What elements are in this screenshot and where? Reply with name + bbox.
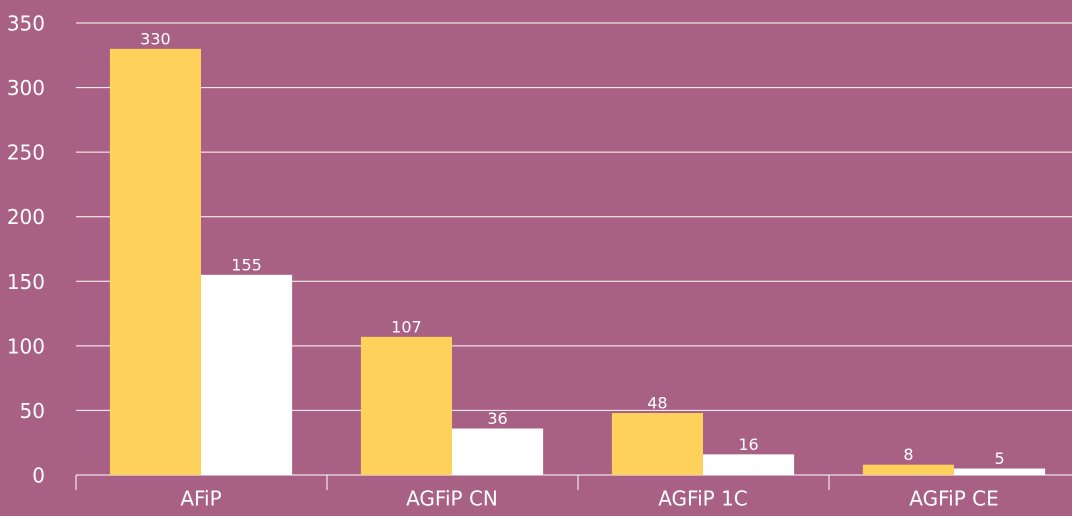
y-tick-label: 150 [7,270,45,294]
x-tick-label: AFiP [180,487,221,511]
value-label: 5 [994,449,1004,468]
value-label: 8 [903,445,913,464]
value-label: 330 [140,29,171,48]
bar [953,468,1046,475]
x-tick-label: AGFiP CN [406,487,498,511]
y-tick-label: 350 [7,12,45,36]
y-tick-label: 200 [7,205,45,229]
value-label: 155 [231,255,262,274]
y-tick-label: 0 [32,464,45,488]
bar [360,336,452,475]
value-label: 107 [391,317,422,336]
x-tick-label: AGFiP CE [909,487,998,511]
bar [451,428,544,475]
bar [611,413,703,475]
x-tick-label: AGFiP 1C [658,487,748,511]
value-label: 48 [647,394,667,413]
bar [702,454,795,475]
bar [862,464,954,475]
value-label: 16 [738,435,758,454]
value-label: 36 [487,409,507,428]
y-tick-label: 250 [7,141,45,165]
y-tick-label: 100 [7,334,45,358]
y-tick-label: 50 [20,399,45,423]
y-tick-label: 300 [7,76,45,100]
bar [200,274,293,475]
bar [109,48,201,475]
